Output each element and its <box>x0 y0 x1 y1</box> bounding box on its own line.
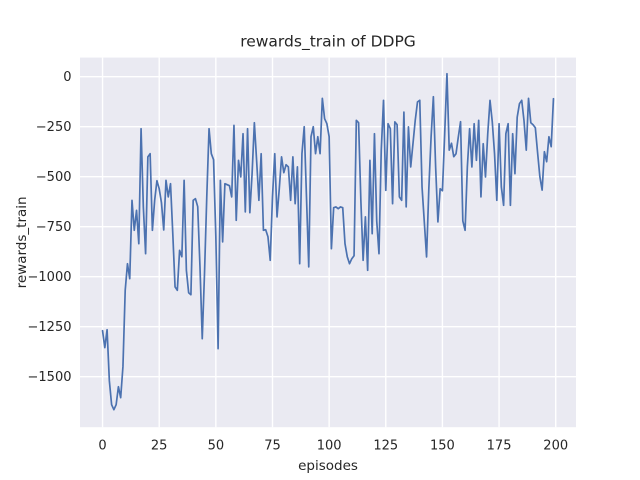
x-tick-labels: 0 25 50 75 100 125 150 175 200 <box>98 439 568 454</box>
y-tick-label: 0 <box>63 70 71 85</box>
data-line <box>101 72 555 411</box>
x-tick-label: 200 <box>543 439 568 454</box>
y-tick-label: −250 <box>36 120 72 135</box>
x-tick-label: 125 <box>373 439 398 454</box>
y-tick-label: −1500 <box>28 370 72 385</box>
x-tick-label: 50 <box>208 439 225 454</box>
x-tick-label: 150 <box>430 439 455 454</box>
y-axis-label: rewards_train <box>14 196 30 288</box>
chart-title: rewards_train of DDPG <box>240 33 416 52</box>
data-series <box>101 72 555 411</box>
y-tick-label: −1000 <box>28 270 72 285</box>
plot-area <box>80 57 576 428</box>
x-tick-label: 175 <box>487 439 512 454</box>
x-tick-label: 0 <box>98 439 106 454</box>
y-tick-labels: 0 −250 −500 −750 −1000 −1250 −1500 <box>28 70 72 385</box>
y-tick-label: −500 <box>36 170 72 185</box>
y-tick-label: −1250 <box>28 320 72 335</box>
gridlines <box>80 57 576 428</box>
x-axis-label: episodes <box>298 458 358 474</box>
x-tick-label: 75 <box>264 439 281 454</box>
x-tick-label: 25 <box>151 439 168 454</box>
x-tick-label: 100 <box>317 439 342 454</box>
y-tick-label: −750 <box>36 220 72 235</box>
